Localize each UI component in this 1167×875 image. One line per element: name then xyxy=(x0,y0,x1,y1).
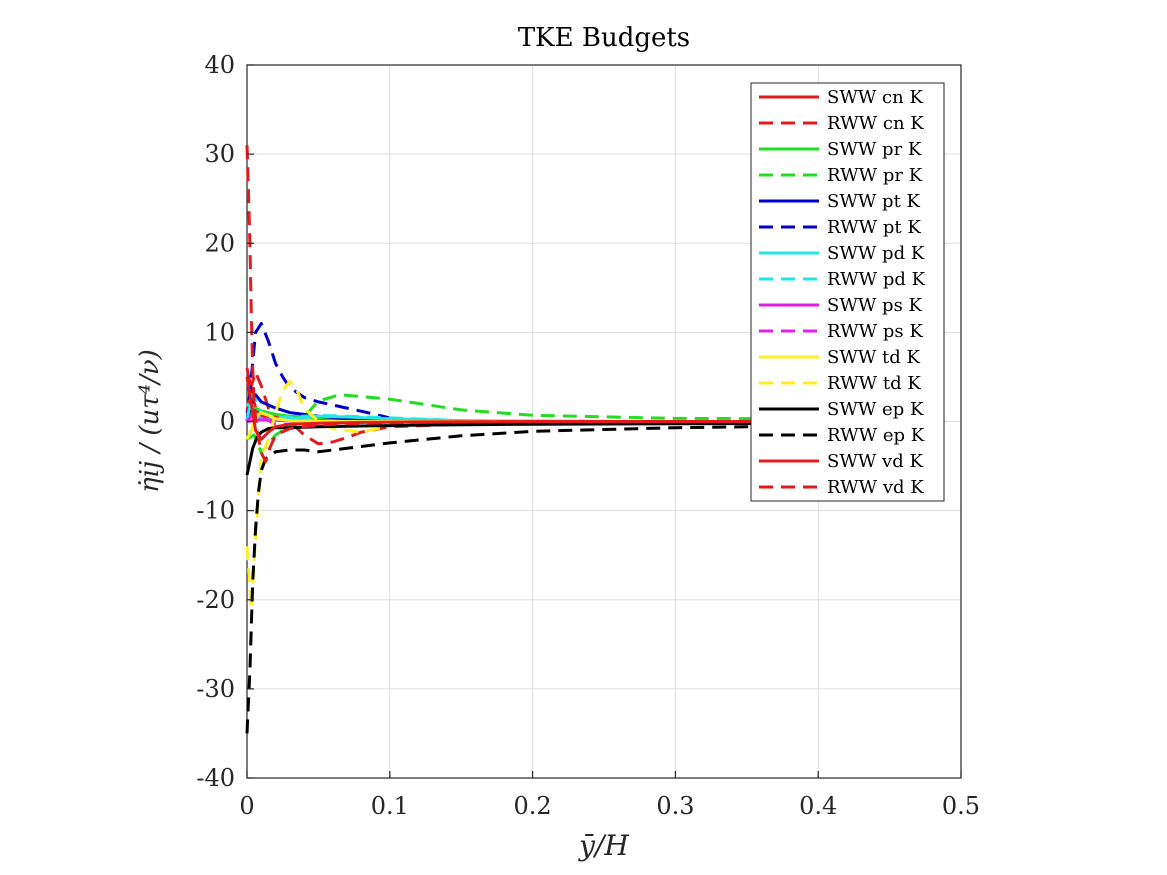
legend: SWW cn K RWW cn K SWW pr K RWW pr K SWW pt K… xyxy=(750,82,945,502)
x-tick-label: 0.2 xyxy=(514,792,552,820)
y-tick-label: 0 xyxy=(220,408,235,436)
legend-entry: SWW pd K xyxy=(827,243,925,264)
x-tick-label: 0.1 xyxy=(371,792,409,820)
y-axis-label: η̇ij / (uτ⁴/ν) xyxy=(135,349,165,493)
series-line-rww-ep-k xyxy=(245,423,933,734)
legend-entry: SWW pt K xyxy=(827,191,921,212)
y-tick-label: -10 xyxy=(196,497,235,525)
series-line-rww-vd-k xyxy=(245,145,533,464)
legend-entry: SWW td K xyxy=(827,347,921,368)
legend-entry: RWW td K xyxy=(827,373,921,394)
legend-entry: RWW pr K xyxy=(827,165,923,186)
y-tick-label: -40 xyxy=(196,764,235,792)
y-tick-label: 30 xyxy=(204,140,235,168)
x-tick-label: 0 xyxy=(239,792,254,820)
legend-box xyxy=(750,82,945,502)
legend-entry: RWW vd K xyxy=(827,477,924,498)
x-tick-label: 0.4 xyxy=(799,792,837,820)
series-layer xyxy=(245,145,933,734)
y-tick-label: 10 xyxy=(204,318,235,346)
y-tick-label: 40 xyxy=(204,51,235,79)
x-axis-label: ȳ/H xyxy=(577,829,629,862)
x-tick-label: 0.3 xyxy=(656,792,694,820)
x-tick-label: 0.5 xyxy=(942,792,980,820)
legend-entry: SWW vd K xyxy=(827,451,923,472)
legend-entry: SWW ps K xyxy=(827,295,923,316)
y-tick-label: -20 xyxy=(196,586,235,614)
y-tick-label: 20 xyxy=(204,229,235,257)
y-tick-label: -30 xyxy=(196,675,235,703)
legend-entry: SWW cn K xyxy=(827,87,923,108)
legend-entry: RWW ps K xyxy=(827,321,923,342)
legend-entry: RWW pt K xyxy=(827,217,921,238)
chart-title: TKE Budgets xyxy=(518,23,690,53)
legend-entry: RWW cn K xyxy=(827,113,924,134)
legend-entry: SWW pr K xyxy=(827,139,922,160)
tick-labels: 0 0.1 0.2 0.3 0.4 0.5 -40 -30 -20 -10 0 10 20 30 40 xyxy=(196,51,980,820)
legend-entry: SWW ep K xyxy=(827,399,924,420)
legend-entry: RWW pd K xyxy=(827,269,926,290)
legend-entry: RWW ep K xyxy=(827,425,925,446)
series-line-rww-pt-k xyxy=(245,322,419,423)
